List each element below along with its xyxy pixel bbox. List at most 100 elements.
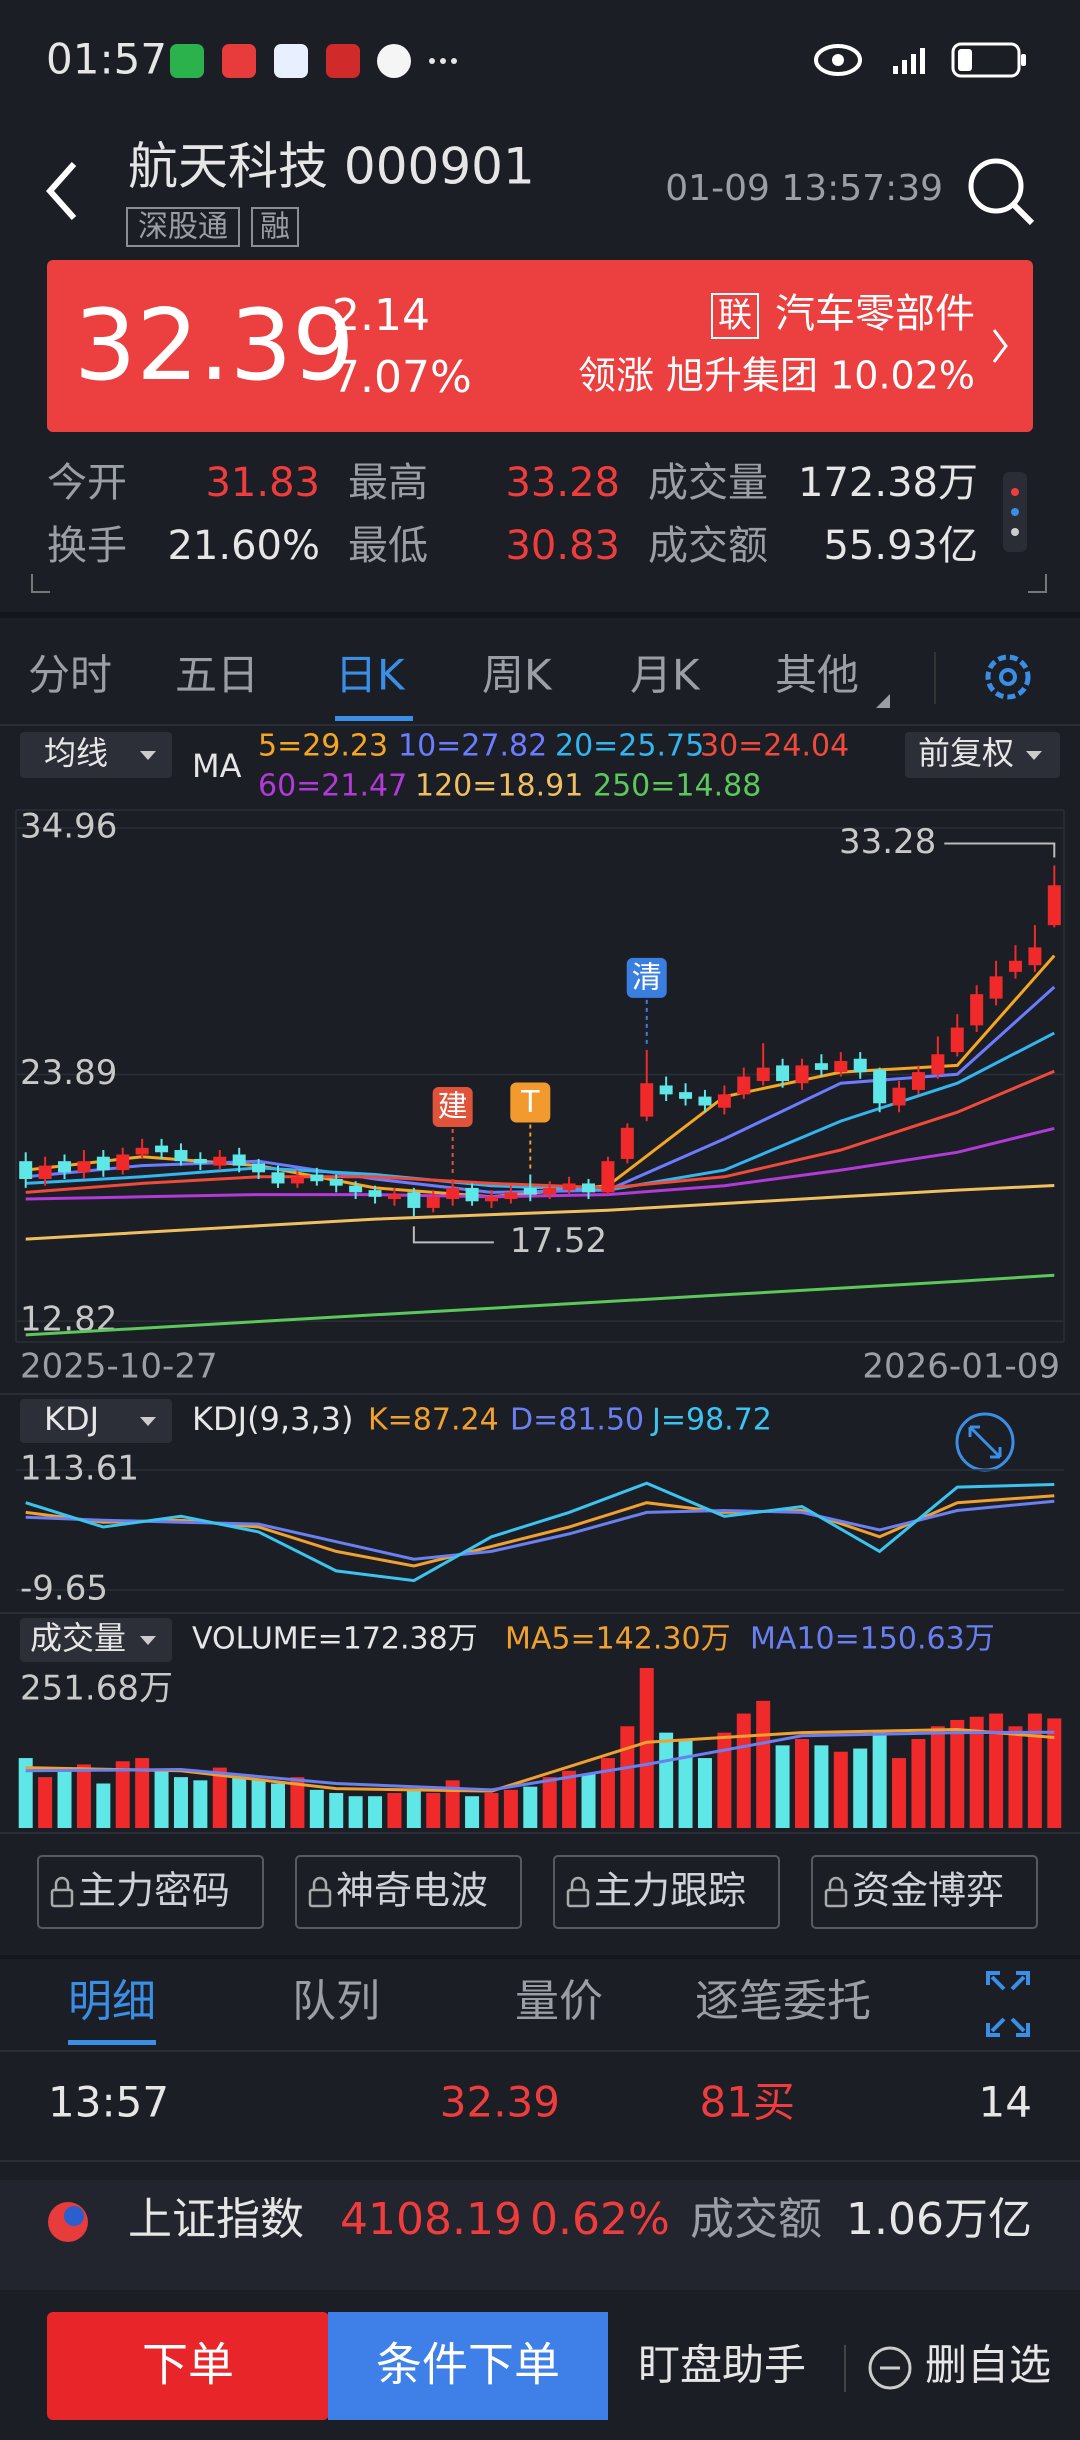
marker-label: 建 xyxy=(438,1089,468,1124)
function-button[interactable]: 主力密码 xyxy=(37,1855,264,1929)
candle-body xyxy=(174,1150,188,1162)
candle-body xyxy=(756,1067,770,1082)
function-button[interactable]: 资金博弈 xyxy=(811,1855,1038,1929)
remove-watchlist[interactable]: 删自选 xyxy=(925,2341,1051,2390)
volume-bar xyxy=(18,1758,33,1828)
function-button[interactable]: 主力跟踪 xyxy=(553,1855,780,1929)
conditional-order-label[interactable]: 条件下单 xyxy=(376,2338,560,2392)
candle-body xyxy=(989,976,1003,999)
order-label[interactable]: 下单 xyxy=(142,2338,234,2392)
function-button-label: 资金博弈 xyxy=(852,1869,1004,1913)
volume-bar xyxy=(717,1732,732,1828)
settings-button[interactable] xyxy=(985,654,1031,700)
candle-body xyxy=(271,1172,285,1184)
ma-prefix: MA xyxy=(192,747,242,785)
stat-value: 33.28 xyxy=(505,460,620,506)
candle-body xyxy=(504,1192,518,1200)
expand-corners[interactable] xyxy=(31,574,1047,593)
watch-assistant[interactable]: 盯盘助手 xyxy=(638,2341,806,2390)
page-dot xyxy=(1011,508,1019,516)
volume-bar xyxy=(581,1773,596,1828)
candle-body xyxy=(717,1094,731,1108)
volume-ma-legend: MA5=142.30万 xyxy=(505,1622,731,1657)
conditional-order-button[interactable] xyxy=(328,2312,608,2420)
candle-body xyxy=(193,1158,207,1164)
sector[interactable]: 汽车零部件 xyxy=(775,291,975,337)
volume-bar xyxy=(639,1668,654,1828)
period-tab[interactable]: 月K xyxy=(630,651,701,700)
volume-bar xyxy=(853,1748,868,1828)
period-tab[interactable]: 分时 xyxy=(28,651,112,700)
candle-body xyxy=(892,1087,906,1106)
volume-bar xyxy=(736,1713,751,1828)
selector-box[interactable] xyxy=(20,1618,172,1662)
tag-box xyxy=(711,293,759,339)
adjust-selector[interactable]: 前复权 xyxy=(918,734,1014,772)
indicator-selector[interactable]: 均线 xyxy=(44,734,108,772)
volume-bar xyxy=(1008,1726,1023,1828)
stock-title: 航天科技 000901 xyxy=(128,138,535,196)
status-time: 01:57 xyxy=(46,35,167,84)
candle-body xyxy=(814,1063,828,1070)
function-button[interactable]: 神奇电波 xyxy=(295,1855,522,1929)
detail-tab[interactable]: 逐笔委托 xyxy=(695,1976,871,2027)
chevron[interactable] xyxy=(992,329,1008,363)
candle-body xyxy=(252,1163,266,1173)
ma-legend: 120=18.91 xyxy=(415,769,583,804)
indicator-selector[interactable]: KDJ xyxy=(44,1400,99,1438)
app-icon xyxy=(170,44,204,78)
function-button-label: 主力跟踪 xyxy=(594,1869,746,1913)
stat-label: 成交额 xyxy=(648,523,768,569)
period-tab-active[interactable]: 日K xyxy=(335,651,406,700)
selector-box[interactable] xyxy=(20,732,172,778)
sector-tag: 联 xyxy=(718,296,752,336)
volume-bar xyxy=(911,1738,926,1828)
volume-bar xyxy=(600,1758,615,1828)
battery-icon xyxy=(951,42,1021,78)
detail-tab[interactable]: 队列 xyxy=(292,1976,380,2027)
volume-bar xyxy=(756,1700,771,1828)
candle-body xyxy=(834,1060,848,1073)
selector-box[interactable] xyxy=(20,1399,172,1443)
volume-bar xyxy=(989,1713,1004,1828)
order-button[interactable] xyxy=(47,2312,329,2420)
period-tab[interactable]: 周K xyxy=(482,651,553,700)
fullscreen-button[interactable] xyxy=(986,1971,1030,2037)
selector-box[interactable] xyxy=(905,732,1060,778)
volume-bar xyxy=(523,1786,538,1828)
volume-bar xyxy=(1027,1713,1042,1828)
search-button[interactable] xyxy=(968,158,1035,226)
volume-bar xyxy=(57,1767,72,1828)
max-pointer xyxy=(944,842,1056,858)
kdj-legend: J=98.72 xyxy=(650,1403,772,1438)
candle-body xyxy=(582,1183,596,1193)
tag-box xyxy=(126,207,240,247)
candle-body xyxy=(19,1161,33,1179)
detail-tab[interactable]: 量价 xyxy=(515,1976,603,2027)
candle-body xyxy=(970,994,984,1026)
sector-leader: 领涨 旭升集团 10.02% xyxy=(578,354,975,398)
ma-legend: 20=25.75 xyxy=(555,729,704,764)
back-button[interactable] xyxy=(45,162,77,220)
candle-body xyxy=(601,1161,615,1193)
stat-value: 31.83 xyxy=(205,460,320,506)
detail-tab-active[interactable]: 明细 xyxy=(68,1976,156,2027)
volume-bar xyxy=(814,1745,829,1828)
period-tab[interactable]: 五日 xyxy=(175,651,259,700)
lock-icon xyxy=(828,1876,844,1890)
candle-body xyxy=(950,1027,964,1053)
lock-icon xyxy=(566,1888,590,1908)
index-bar[interactable] xyxy=(0,2180,1080,2300)
indicator-selector[interactable]: 成交量 xyxy=(30,1619,126,1657)
dropdown-icon xyxy=(1026,751,1042,760)
volume-bar xyxy=(387,1793,402,1828)
stat-label: 最低 xyxy=(348,523,428,569)
divider xyxy=(0,1612,1080,1614)
volume-bar xyxy=(173,1777,188,1828)
tab-underline xyxy=(68,2040,156,2045)
lock-icon xyxy=(570,1876,586,1890)
function-button-label: 神奇电波 xyxy=(336,1869,488,1913)
period-tab[interactable]: 其他 xyxy=(775,651,859,700)
divider xyxy=(0,612,1080,618)
volume-title: VOLUME=172.38万 xyxy=(192,1622,478,1657)
